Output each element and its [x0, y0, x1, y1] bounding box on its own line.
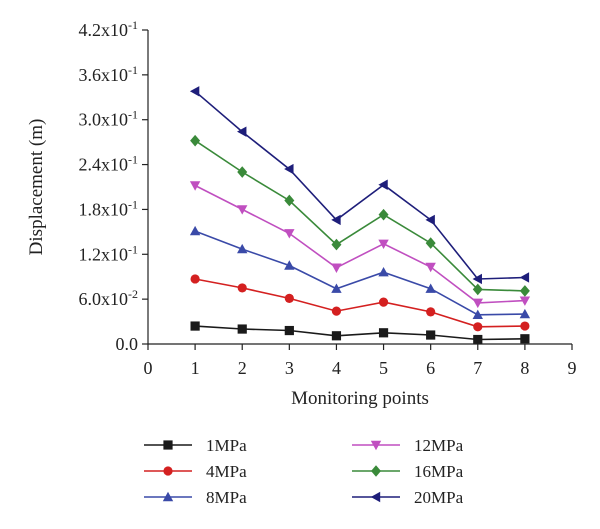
x-tick-label: 5: [379, 358, 388, 378]
point-16mpa-2: [237, 166, 248, 178]
point-12mpa-2: [237, 205, 248, 215]
series-line-12mpa: [194, 184, 525, 304]
point-4mpa-8: [520, 321, 530, 331]
legend-label: 8MPa: [206, 488, 247, 507]
series-line-8mpa: [194, 230, 525, 316]
point-8mpa-1: [189, 225, 201, 236]
point-8mpa-8: [519, 308, 531, 319]
point-16mpa-4: [331, 238, 342, 251]
point-20mpa-1: [189, 86, 200, 97]
point-8mpa-3: [284, 260, 295, 270]
plot-area: [189, 86, 531, 345]
y-tick-label: 1.2x10-1: [79, 242, 139, 264]
point-1mpa-4: [331, 331, 342, 341]
point-12mpa-1: [189, 181, 201, 191]
point-20mpa-3: [284, 163, 294, 175]
point-12mpa-5: [378, 239, 389, 250]
x-axis-title: Monitoring points: [291, 388, 429, 409]
series-line-1mpa: [195, 325, 525, 341]
point-16mpa-7: [472, 283, 483, 296]
x-tick-label: 4: [332, 358, 341, 378]
point-1mpa-2: [237, 324, 247, 334]
point-4mpa-1: [190, 274, 200, 284]
point-12mpa-3: [284, 229, 295, 239]
legend-label: 20MPa: [414, 488, 464, 507]
legend-item-1mpa: 1MPa: [144, 436, 247, 455]
point-4mpa-5: [378, 297, 389, 307]
point-20mpa-5: [378, 179, 388, 190]
legend-marker: [162, 491, 174, 502]
point-8mpa-5: [378, 267, 389, 277]
x-tick-label: 0: [144, 358, 153, 378]
legend-item-16mpa: 16MPa: [352, 462, 464, 481]
x-tick-label: 2: [238, 358, 247, 378]
point-20mpa-6: [425, 214, 435, 226]
legend-marker: [163, 466, 173, 476]
point-4mpa-6: [426, 307, 436, 317]
legend-item-20mpa: 20MPa: [352, 488, 464, 507]
point-12mpa-6: [425, 262, 436, 273]
point-1mpa-5: [378, 328, 389, 338]
series-line-4mpa: [194, 278, 525, 328]
y-axis-title: Displacement (m): [26, 119, 47, 256]
y-tick-label: 0.0: [116, 334, 139, 354]
point-8mpa-7: [472, 309, 483, 320]
legend-label: 4MPa: [206, 462, 247, 481]
y-tick-label: 1.8x10-1: [79, 197, 139, 219]
legend-label: 12MPa: [414, 436, 464, 455]
point-4mpa-3: [284, 293, 294, 303]
point-1mpa-6: [426, 330, 436, 340]
point-20mpa-7: [472, 273, 482, 285]
x-tick-label: 3: [285, 358, 294, 378]
point-12mpa-4: [331, 263, 342, 273]
x-tick-label: 1: [191, 358, 200, 378]
point-16mpa-5: [378, 208, 389, 221]
point-4mpa-4: [331, 306, 342, 316]
legend-item-8mpa: 8MPa: [144, 488, 247, 507]
point-16mpa-1: [190, 134, 201, 147]
legend-item-4mpa: 4MPa: [144, 462, 247, 481]
legend-label: 1MPa: [206, 436, 247, 455]
legend-marker: [370, 491, 381, 503]
point-4mpa-7: [473, 322, 483, 332]
point-20mpa-2: [237, 126, 247, 137]
legend-label: 16MPa: [414, 462, 464, 481]
legend-marker: [163, 440, 173, 450]
legend: 1MPa 4MPa 8MPa 12MPa 16MPa 20MPa: [144, 436, 464, 507]
x-tick-label: 8: [520, 358, 529, 378]
legend-marker: [370, 440, 382, 451]
point-1mpa-8: [520, 334, 530, 344]
x-tick-label: 9: [568, 358, 577, 378]
legend-item-12mpa: 12MPa: [352, 436, 464, 455]
y-tick-label: 3.0x10-1: [79, 108, 139, 130]
point-16mpa-3: [284, 194, 295, 207]
series-line-16mpa: [194, 139, 525, 292]
axes: 0.0 6.0x10-2 1.2x10-1 1.8x10-1 2.4x10-1 3.0x1…: [26, 18, 577, 409]
point-8mpa-4: [331, 283, 342, 293]
y-tick-label: 6.0x10-2: [79, 287, 139, 309]
series-line-20mpa: [194, 90, 525, 280]
point-8mpa-2: [237, 243, 248, 254]
point-4mpa-2: [237, 283, 247, 293]
point-8mpa-6: [425, 283, 436, 293]
point-1mpa-1: [190, 321, 200, 331]
point-1mpa-3: [284, 325, 294, 336]
point-1mpa-7: [473, 334, 483, 345]
legend-marker: [371, 465, 381, 477]
point-16mpa-8: [519, 285, 530, 297]
point-20mpa-4: [331, 214, 341, 226]
point-12mpa-8: [519, 296, 531, 306]
y-tick-label: 3.6x10-1: [79, 63, 139, 85]
y-tick-label: 2.4x10-1: [79, 153, 139, 175]
point-16mpa-6: [425, 237, 436, 249]
x-tick-label: 7: [473, 358, 482, 378]
point-20mpa-8: [519, 272, 530, 283]
point-12mpa-7: [472, 298, 483, 309]
y-tick-label: 4.2x10-1: [79, 18, 139, 40]
x-tick-label: 6: [426, 358, 435, 378]
